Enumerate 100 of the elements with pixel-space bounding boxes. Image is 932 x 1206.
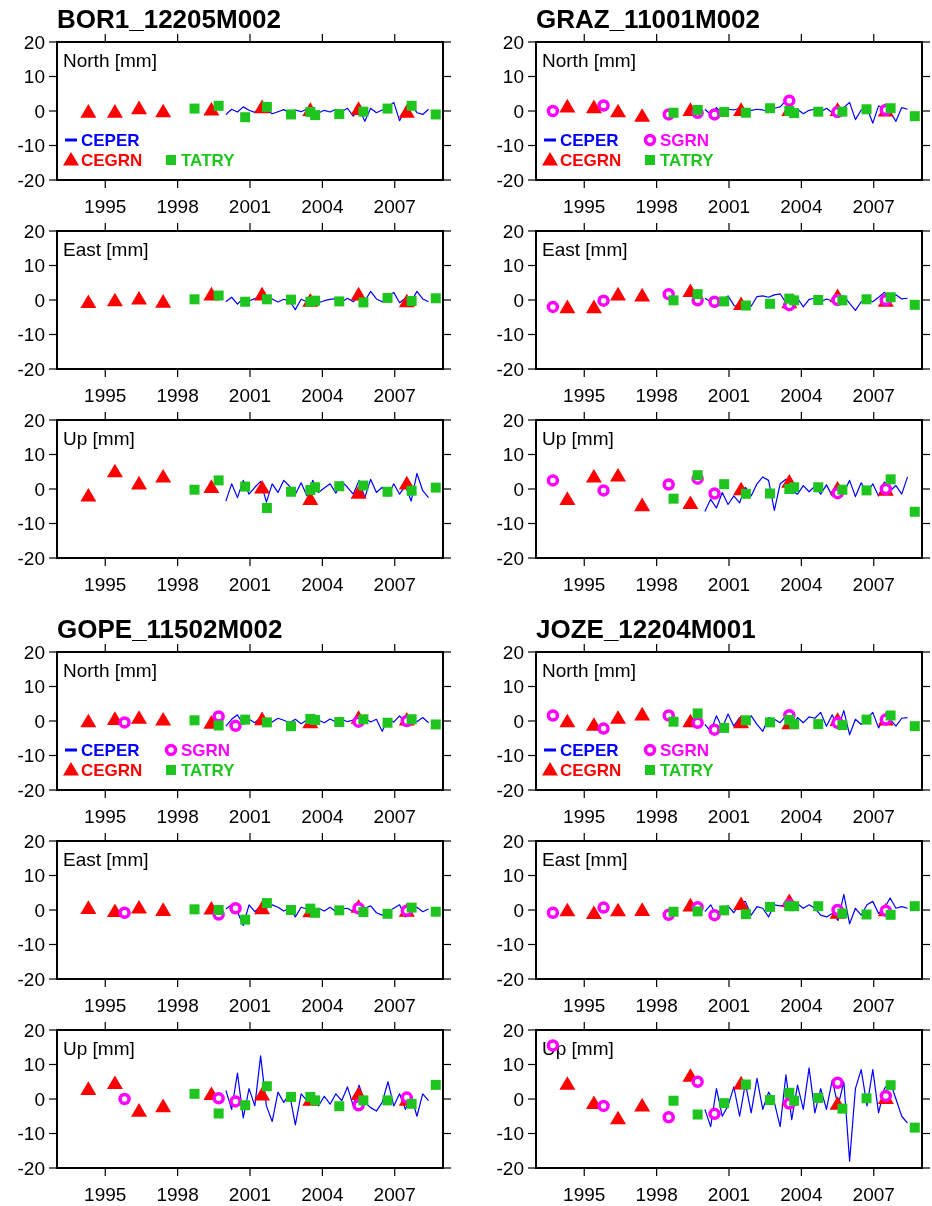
x-tick-label: 1998 (156, 196, 199, 217)
x-tick-label: 1995 (563, 196, 606, 217)
x-tick-label: 1998 (156, 385, 199, 406)
x-tick-label: 2007 (852, 995, 895, 1016)
y-tick-label: 20 (502, 641, 524, 663)
x-tick-label: 1995 (563, 1184, 606, 1205)
y-tick-label: -20 (496, 1157, 524, 1179)
x-tick-label: 1995 (84, 995, 127, 1016)
chart-title: GRAZ_11001M002 (536, 4, 761, 34)
legend-label: TATRY (660, 150, 715, 170)
x-tick-label: 2001 (707, 806, 751, 827)
x-tick-label: 1998 (635, 995, 678, 1016)
y-tick-label: -20 (17, 547, 45, 569)
x-tick-label: 2004 (301, 385, 344, 406)
x-tick-label: 1995 (563, 385, 606, 406)
legend-label: SGRN (181, 740, 231, 760)
x-tick-label: 2007 (852, 806, 895, 827)
y-axis-title: East [mm] (63, 849, 149, 870)
y-axis-title: Up [mm] (63, 1038, 135, 1059)
y-tick-label: -20 (496, 358, 524, 380)
x-tick-label: 2001 (228, 385, 272, 406)
y-tick-label: -10 (496, 513, 524, 535)
x-tick-label: 2007 (373, 574, 416, 595)
legend-label: CEGRN (81, 760, 143, 780)
y-axis-title: East [mm] (542, 239, 628, 260)
legend-label: TATRY (181, 150, 236, 170)
y-tick-label: -10 (496, 135, 524, 157)
x-tick-label: 2001 (228, 806, 272, 827)
x-tick-label: 2004 (301, 1184, 344, 1205)
x-tick-label: 2004 (301, 806, 344, 827)
y-tick-label: 0 (513, 478, 524, 500)
y-tick-label: -10 (496, 1123, 524, 1145)
y-tick-label: -10 (17, 135, 45, 157)
y-tick-label: -20 (17, 968, 45, 990)
y-tick-label: 20 (23, 641, 45, 663)
y-tick-label: 20 (23, 31, 45, 53)
legend-label: TATRY (181, 760, 236, 780)
y-tick-label: 20 (502, 220, 524, 242)
x-tick-label: 1995 (84, 1184, 127, 1205)
y-tick-label: -10 (496, 324, 524, 346)
y-tick-label: -20 (17, 358, 45, 380)
y-tick-label: -10 (17, 324, 45, 346)
y-tick-label: 20 (502, 409, 524, 431)
x-tick-label: 1998 (635, 574, 678, 595)
x-tick-label: 2004 (780, 574, 823, 595)
y-tick-label: 0 (513, 100, 524, 122)
legend-label: TATRY (660, 760, 715, 780)
x-tick-label: 2004 (780, 385, 823, 406)
y-tick-label: 20 (502, 1019, 524, 1041)
x-tick-label: 1995 (563, 574, 606, 595)
legend-label: CEGRN (81, 150, 143, 170)
y-axis-title: Up [mm] (63, 428, 135, 449)
x-tick-label: 1995 (84, 806, 127, 827)
y-tick-label: -10 (496, 745, 524, 767)
x-tick-label: 1998 (635, 806, 678, 827)
x-tick-label: 2001 (707, 995, 751, 1016)
legend-label: CEPER (81, 130, 140, 150)
y-tick-label: 0 (513, 289, 524, 311)
y-tick-label: 0 (34, 289, 45, 311)
x-tick-label: 1995 (84, 574, 127, 595)
x-tick-label: 1998 (156, 806, 199, 827)
y-tick-label: -20 (496, 547, 524, 569)
y-tick-label: -10 (17, 513, 45, 535)
x-tick-label: 1998 (635, 385, 678, 406)
legend-label: SGRN (660, 130, 710, 150)
y-tick-label: -20 (496, 968, 524, 990)
x-tick-label: 2007 (852, 1184, 895, 1205)
y-tick-label: 10 (23, 255, 45, 277)
y-tick-label: 20 (23, 409, 45, 431)
y-tick-label: 10 (23, 1054, 45, 1076)
y-axis-title: North [mm] (542, 50, 636, 71)
y-axis-title: North [mm] (63, 660, 157, 681)
x-tick-label: 1995 (563, 995, 606, 1016)
y-tick-label: 10 (23, 444, 45, 466)
y-tick-label: 0 (513, 710, 524, 732)
y-axis-title: North [mm] (63, 50, 157, 71)
y-tick-label: 10 (502, 444, 524, 466)
y-tick-label: -20 (17, 169, 45, 191)
x-tick-label: 1998 (156, 995, 199, 1016)
legend-label: CEGRN (560, 760, 622, 780)
legend-label: SGRN (660, 740, 710, 760)
x-tick-label: 1998 (156, 574, 199, 595)
x-tick-label: 2004 (780, 196, 823, 217)
x-tick-label: 2007 (373, 806, 416, 827)
y-tick-label: 10 (23, 676, 45, 698)
y-tick-label: -20 (17, 1157, 45, 1179)
x-tick-label: 1998 (635, 1184, 678, 1205)
x-tick-label: 2001 (228, 1184, 272, 1205)
x-tick-label: 2004 (301, 196, 344, 217)
y-tick-label: -10 (17, 1123, 45, 1145)
x-tick-label: 2004 (780, 1184, 823, 1205)
x-tick-label: 2004 (780, 806, 823, 827)
x-tick-label: 1998 (156, 1184, 199, 1205)
x-tick-label: 2007 (852, 196, 895, 217)
x-tick-label: 2007 (373, 385, 416, 406)
x-tick-label: 2007 (373, 995, 416, 1016)
x-tick-label: 2001 (707, 385, 751, 406)
legend-label: CEPER (560, 740, 619, 760)
legend-label: CEGRN (560, 150, 622, 170)
y-tick-label: 20 (23, 220, 45, 242)
